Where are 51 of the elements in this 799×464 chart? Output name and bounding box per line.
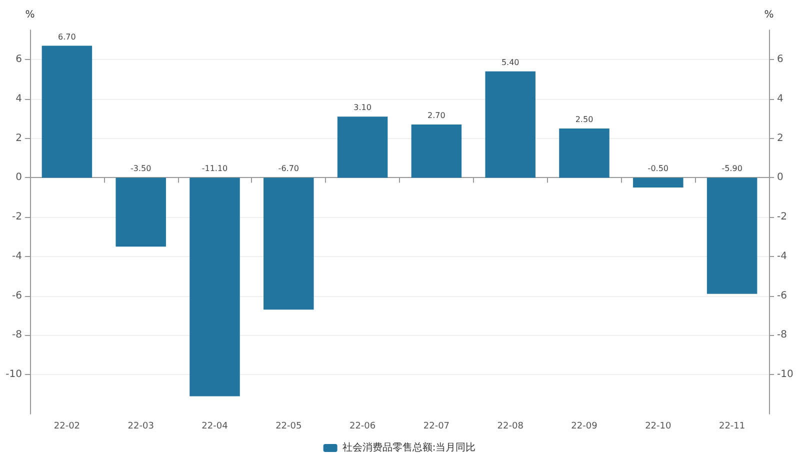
y2-tick-label: -4 [777,250,787,262]
y2-tick-label: 2 [777,132,784,144]
x-tick-label: 22-02 [54,422,80,432]
y2-tick-label: -2 [777,212,787,223]
legend-label: 社会消费品零售总额:当月同比 [342,442,476,454]
data-label: 2.70 [428,111,446,120]
y-tick-label: 4 [16,93,22,104]
x-tick-label: 22-08 [497,422,524,432]
y-tick-label: 0 [16,172,22,184]
data-label: 6.70 [58,32,76,42]
x-tick-label: 22-10 [645,422,672,432]
y-axis-title: % [25,10,35,20]
data-label: -11.10 [202,164,228,174]
y-tick-label: -10 [6,369,22,380]
bar [42,46,92,178]
y-tick-label: 2 [16,132,22,144]
y2-tick-label: 6 [777,54,784,66]
y-tick-label: 6 [16,54,22,66]
y2-tick-label: -6 [777,290,787,302]
data-label: -3.50 [130,164,152,174]
y-tick-label: -2 [12,212,22,223]
y-tick-label: -4 [12,250,22,262]
data-label: -5.90 [722,164,742,174]
y2-tick-label: -10 [777,369,794,380]
data-label: 3.10 [354,103,372,112]
bar [337,116,388,178]
x-tick-label: 22-04 [202,422,228,432]
y2-tick-label: 0 [777,172,784,184]
data-label: -6.70 [278,164,299,174]
y2-axis-title: % [764,10,774,20]
x-tick-label: 22-09 [571,422,598,432]
x-tick-label: 22-06 [349,422,376,432]
data-label: -0.50 [648,164,668,174]
y2-tick-label: -8 [777,330,787,341]
bar [706,178,758,294]
x-tick-label: 22-07 [423,422,450,432]
bar [411,124,462,178]
bar [485,71,536,178]
data-label: 2.50 [575,114,594,124]
bar [264,178,314,310]
y2-tick-label: 4 [777,93,784,104]
x-tick-label: 22-05 [276,422,302,432]
x-tick-label: 22-11 [718,422,746,432]
bar [559,128,610,178]
bar [190,178,240,396]
bar [633,178,684,188]
data-label: 5.40 [501,58,520,67]
bar [116,178,166,247]
x-tick-label: 22-03 [128,422,154,432]
y-tick-label: -8 [12,330,22,341]
y-tick-label: -6 [12,290,22,302]
